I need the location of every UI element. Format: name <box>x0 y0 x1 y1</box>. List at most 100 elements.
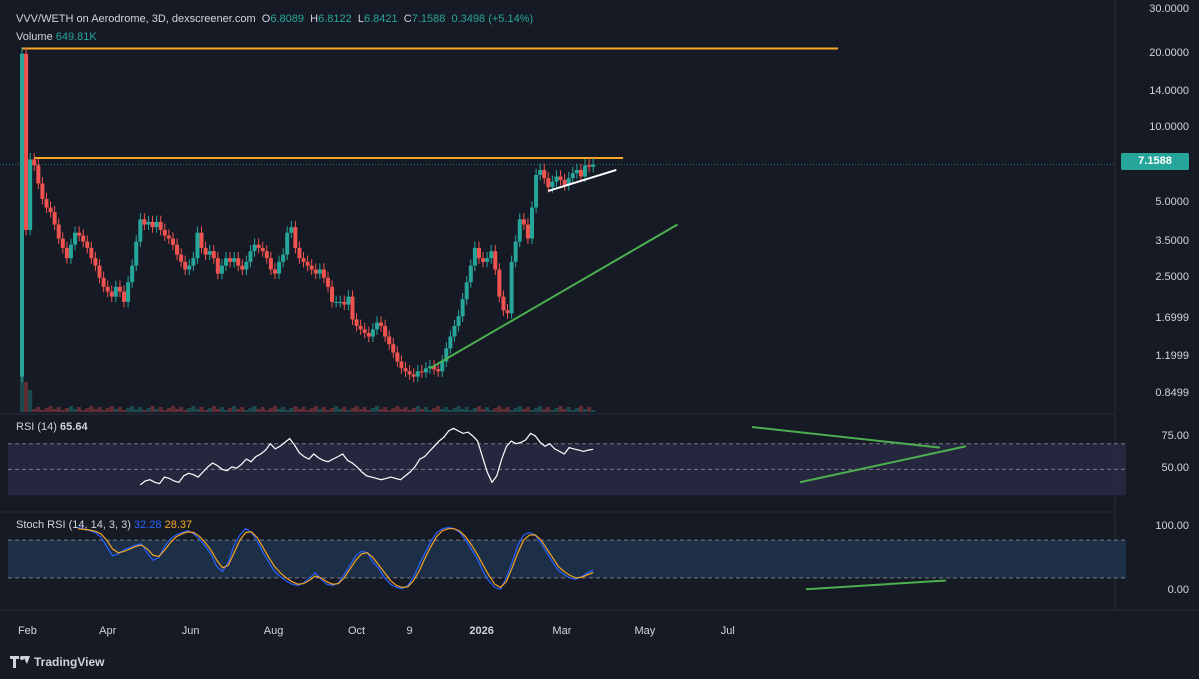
volume-bar <box>525 407 530 412</box>
stoch-trend-line <box>805 579 947 591</box>
volume-bar <box>448 410 453 412</box>
tradingview-logo[interactable]: TradingView <box>10 655 104 669</box>
candle-body <box>562 179 567 186</box>
volume-bar <box>150 406 155 412</box>
stoch-rsi-panel <box>77 526 947 591</box>
candle-body <box>77 232 82 236</box>
candle-body <box>448 336 453 349</box>
volume-bar <box>52 409 57 412</box>
volume-bar <box>387 410 392 412</box>
volume-bar <box>293 406 298 412</box>
trend-lines <box>429 169 679 370</box>
volume-bar <box>570 410 575 412</box>
volume-bar <box>289 408 294 412</box>
panel-backgrounds <box>8 443 1126 579</box>
volume-bar <box>566 407 571 412</box>
volume-bar <box>472 408 477 412</box>
volume-bar <box>97 407 102 412</box>
volume-bar <box>301 407 306 412</box>
candle-body <box>264 251 269 259</box>
grid <box>0 0 1199 611</box>
volume-bar <box>232 406 237 412</box>
volume-bar <box>81 410 86 412</box>
volume-bar <box>530 410 534 412</box>
candle-body <box>534 174 539 208</box>
candle-body <box>583 165 588 177</box>
stoch-d-value: 28.37 <box>164 519 193 531</box>
volume-bar <box>215 409 220 412</box>
candle-body <box>440 361 445 372</box>
volume-bar <box>468 410 473 412</box>
volume-value: 649.81K <box>55 31 97 43</box>
indicator-tick-label: 100.00 <box>1155 520 1189 533</box>
stoch-k-value: 32.28 <box>134 519 162 531</box>
volume-bar <box>550 410 555 412</box>
volume-bar <box>395 406 400 412</box>
candle-body <box>321 269 326 278</box>
candle-body <box>215 258 220 274</box>
trend-line-2 <box>429 223 679 370</box>
candle-body <box>456 316 461 326</box>
candle-body <box>93 258 98 266</box>
volume-bar <box>224 410 228 412</box>
volume-bar <box>179 407 184 412</box>
candle-body <box>187 265 192 270</box>
candle-body <box>183 261 188 270</box>
time-tick-label: Mar <box>552 625 572 637</box>
volume-bar <box>370 408 375 412</box>
candle-body <box>146 221 151 225</box>
volume-bar <box>534 408 539 412</box>
candle-body <box>85 241 90 248</box>
volume-bar <box>130 406 135 412</box>
candle-body <box>436 369 441 372</box>
volume-bar <box>126 408 131 412</box>
candle-body <box>289 227 294 233</box>
volume-bar <box>407 410 412 412</box>
candle-body <box>228 258 233 262</box>
volume-bar <box>456 406 461 412</box>
volume-bar <box>591 410 596 412</box>
candle-body <box>346 296 351 305</box>
volume-bar <box>113 409 118 412</box>
volume-legend: Volume 649.81K <box>16 31 97 43</box>
volume-bar <box>170 406 175 412</box>
candle-body <box>403 368 408 372</box>
volume-bar <box>334 406 339 412</box>
candle-body <box>256 244 261 248</box>
volume-bar <box>554 408 559 412</box>
stoch-d-line <box>77 528 594 589</box>
volume-bar <box>260 407 265 412</box>
volume-bar <box>419 409 424 412</box>
candle-body <box>40 183 45 199</box>
candle-body <box>391 344 396 353</box>
volume-bar <box>195 409 200 412</box>
candle-body <box>97 265 102 278</box>
close-value: 7.1588 <box>411 13 446 25</box>
candle-body <box>587 165 592 167</box>
candle-body <box>68 244 73 259</box>
candle-body <box>525 224 530 239</box>
candle-body <box>105 286 110 292</box>
candle-body <box>326 277 330 287</box>
candle-body <box>317 269 322 274</box>
candle-body <box>554 176 559 182</box>
volume-bar <box>272 406 277 412</box>
volume-bar <box>497 406 502 412</box>
volume-bar <box>142 410 147 412</box>
candle-body <box>236 258 241 266</box>
candle-body <box>170 238 175 245</box>
candle-body <box>546 178 551 188</box>
candle-body <box>158 221 163 230</box>
volume-bar <box>317 409 322 412</box>
rsi-trend-lower <box>799 445 967 484</box>
candle-body <box>240 265 245 270</box>
candle-body <box>399 361 404 369</box>
volume-bar <box>505 407 510 412</box>
indicator-tick-label: 0.00 <box>1167 583 1189 596</box>
volume-bar <box>338 409 343 412</box>
candle-body <box>109 291 114 297</box>
volume-bar <box>538 406 543 412</box>
volume-bar <box>428 410 432 412</box>
trend-line-3 <box>548 169 617 192</box>
